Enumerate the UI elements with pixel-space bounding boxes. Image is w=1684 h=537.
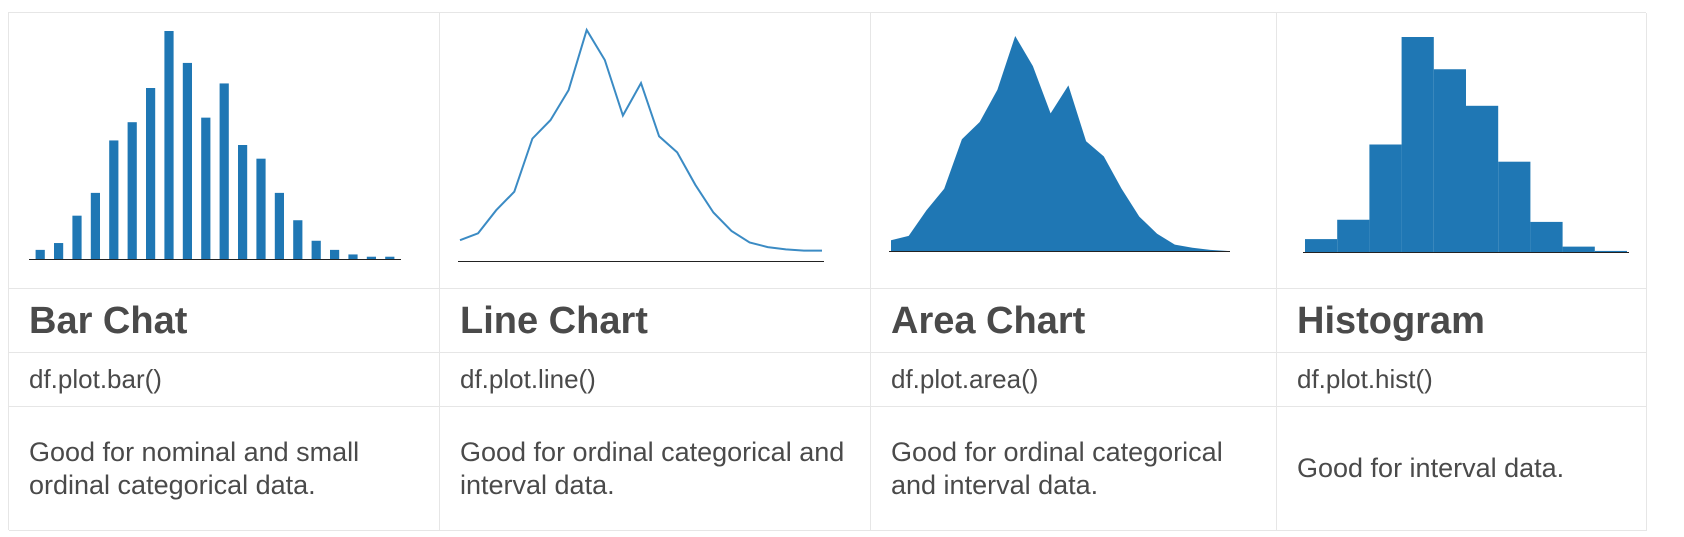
bar-mark [311,240,321,259]
bar-mark [72,215,82,259]
bar-chart-cell [9,13,440,289]
bar-mark [201,117,211,259]
bar-mark [54,243,64,259]
area-chart-cell [871,13,1277,289]
line-chart-description-cell: Good for ordinal categorical and interva… [440,407,871,531]
line-chart-description: Good for ordinal categorical and interva… [460,436,845,500]
bar-chart-code: df.plot.bar() [9,353,440,407]
bar-mark [182,62,192,259]
histogram-cell [1277,13,1647,289]
line-chart [458,27,824,262]
bar-mark [385,256,395,259]
bar-mark [366,256,376,259]
line-chart-cell [440,13,871,289]
bar-mark [35,249,45,259]
line-chart-code: df.plot.line() [440,353,871,407]
bar-mark [256,158,266,259]
histogram-code: df.plot.hist() [1277,353,1647,407]
bar-mark [330,249,340,259]
histogram-bin [1337,219,1370,252]
bar-mark [274,192,284,259]
area-series [891,36,1228,251]
histogram-bin [1530,221,1563,252]
bar-chart-description: Good for nominal and small ordinal categ… [29,436,360,500]
histogram-bin [1369,144,1402,252]
histogram-bin [1305,239,1338,252]
bar-chart-title: Bar Chat [9,289,440,353]
area-chart-description-cell: Good for ordinal categorical and interva… [871,407,1277,531]
bar-mark [293,220,303,259]
histogram-bin [1498,161,1531,252]
bar-mark [146,88,156,259]
histogram-description: Good for interval data. [1297,453,1565,483]
area-chart-title: Area Chart [871,289,1277,353]
histogram-bin [1594,250,1627,252]
line-series [459,27,822,252]
bar-mark [90,192,100,259]
bar-mark [127,122,137,259]
bar-mark [219,83,229,259]
bar-chart [29,31,401,260]
histogram-chart [1303,37,1629,253]
histogram-bin [1562,246,1595,252]
area-chart-code: df.plot.area() [871,353,1277,407]
histogram-title: Histogram [1277,289,1647,353]
area-chart-description: Good for ordinal categorical and interva… [891,436,1223,500]
line-chart-title: Line Chart [440,289,871,353]
bar-mark [348,254,358,259]
histogram-bin [1466,105,1499,252]
area-chart [889,36,1230,252]
bar-mark [238,145,248,259]
histogram-bin [1433,69,1466,252]
bar-chart-description-cell: Good for nominal and small ordinal categ… [9,407,440,531]
chart-comparison-table: Bar Chat Line Chart Area Chart Histogram… [8,12,1647,531]
bar-mark [109,140,119,259]
histogram-bin [1401,37,1434,252]
bar-mark [164,31,174,259]
histogram-description-cell: Good for interval data. [1277,407,1647,531]
